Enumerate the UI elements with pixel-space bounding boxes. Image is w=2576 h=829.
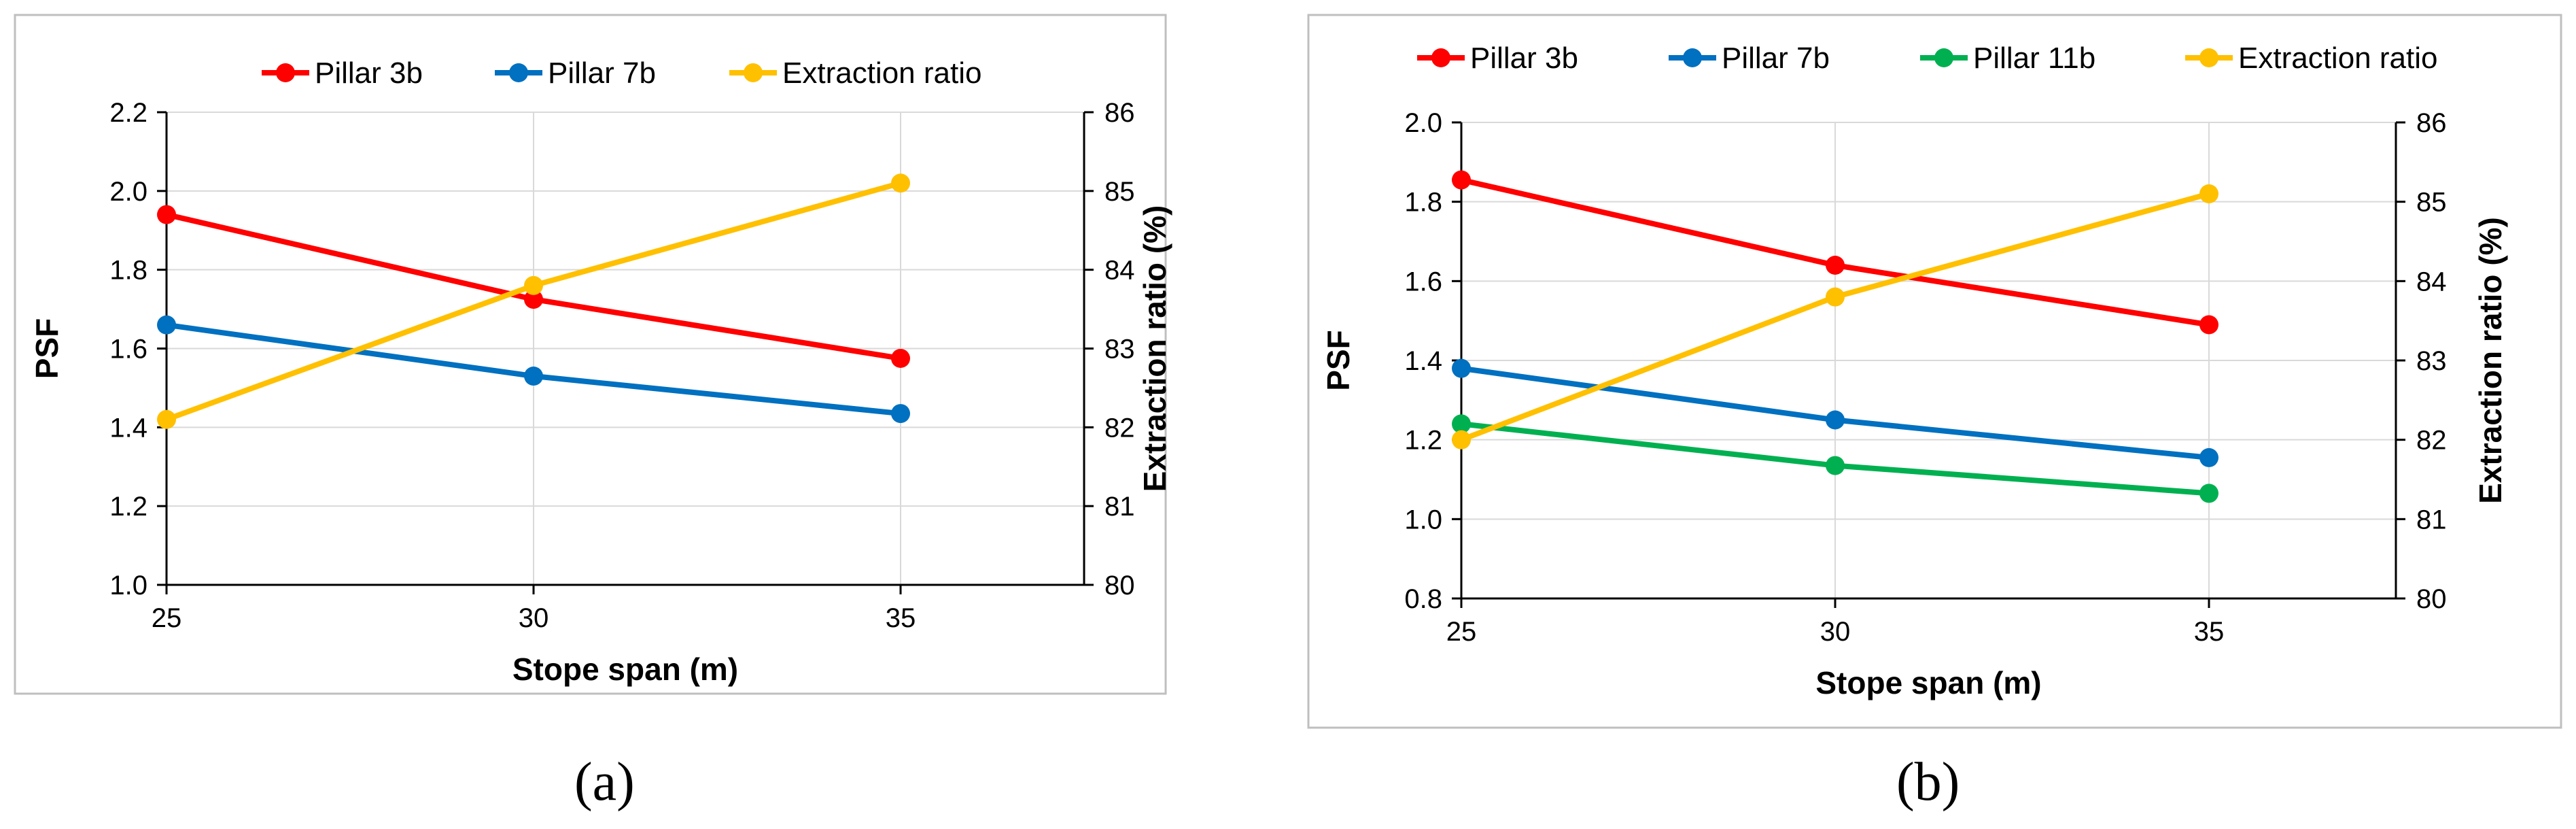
legend-marker-pillar-3b [1431,48,1450,67]
x-axis-title: Stope span (m) [512,652,738,687]
data-point-extraction-ratio [524,275,543,295]
legend-label-extraction-ratio: Extraction ratio [782,56,981,90]
data-point-pillar-7b [1452,358,1471,378]
data-point-extraction-ratio [891,173,910,193]
data-point-pillar-11b [1452,414,1471,434]
y-tick-label: 2.2 [109,98,147,128]
chart-frame-b [1307,14,2562,729]
y-axis-title: PSF [29,318,65,379]
y-tick-label: 1.2 [1404,426,1442,456]
data-point-pillar-7b [891,404,910,424]
data-point-pillar-3b [1452,170,1471,190]
caption-a: (a) [574,752,635,812]
legend-label-pillar-7b: Pillar 7b [1722,41,1830,75]
y-tick-label: 2.0 [109,177,147,207]
legend-label-pillar-3b: Pillar 3b [1470,41,1578,75]
y2-tick-label: 81 [1104,492,1135,522]
x-axis-title: Stope span (m) [1815,665,2041,700]
chart-frame-a [14,14,1167,695]
y2-tick-label: 83 [1104,335,1135,365]
y-tick-label: 1.6 [109,335,147,365]
y2-axis-title: Extraction ratio (%) [2473,217,2508,504]
data-point-pillar-7b [157,315,176,335]
legend-marker-pillar-7b [1683,48,1702,67]
y-tick-label: 1.4 [109,413,147,443]
legend-marker-extraction-ratio [2199,48,2218,67]
legend-label-extraction-ratio: Extraction ratio [2238,41,2437,75]
legend-marker-pillar-7b [509,63,528,82]
data-point-pillar-7b [524,367,543,386]
y2-tick-label: 85 [1104,177,1135,207]
legend-label-pillar-11b: Pillar 11b [1973,41,2095,75]
data-point-pillar-11b [2199,484,2218,503]
y2-tick-label: 86 [1104,98,1135,128]
y2-tick-label: 86 [2416,108,2447,138]
y2-tick-label: 82 [2416,426,2447,456]
data-point-extraction-ratio [157,409,176,429]
y-tick-label: 2.0 [1404,108,1442,138]
y-axis-title: PSF [1321,330,1356,390]
legend-marker-pillar-11b [1934,48,1953,67]
x-tick-label: 30 [519,603,549,633]
legend-label-pillar-7b: Pillar 7b [548,56,656,90]
data-point-extraction-ratio [2199,184,2218,203]
y2-tick-label: 80 [2416,584,2447,614]
y-tick-label: 1.6 [1404,267,1442,297]
x-tick-label: 35 [886,603,916,633]
y2-tick-label: 84 [1104,256,1135,286]
y-tick-label: 1.2 [109,492,147,522]
x-tick-label: 25 [1446,617,1477,647]
x-tick-label: 25 [152,603,182,633]
y2-tick-label: 81 [2416,505,2447,535]
legend-marker-pillar-3b [276,63,295,82]
data-point-pillar-7b [2199,447,2218,467]
y2-axis-title: Extraction ratio (%) [1137,205,1172,492]
y-tick-label: 0.8 [1404,584,1442,614]
y-tick-label: 1.4 [1404,346,1442,376]
data-point-pillar-3b [1826,256,1845,275]
y-tick-label: 1.8 [109,256,147,286]
y2-tick-label: 80 [1104,571,1135,600]
data-point-pillar-3b [157,205,176,224]
x-tick-label: 30 [1820,617,1851,647]
legend-marker-extraction-ratio [744,63,763,82]
y2-tick-label: 82 [1104,413,1135,443]
data-point-extraction-ratio [1452,430,1471,450]
legend-label-pillar-3b: Pillar 3b [315,56,423,90]
y2-tick-label: 85 [2416,188,2447,218]
data-point-pillar-3b [2199,315,2218,335]
caption-b: (b) [1896,752,1960,812]
y-tick-label: 1.0 [1404,505,1442,535]
y2-tick-label: 83 [2416,346,2447,376]
data-point-pillar-11b [1826,456,1845,475]
x-tick-label: 35 [2194,617,2225,647]
y-tick-label: 1.0 [109,571,147,600]
y2-tick-label: 84 [2416,267,2447,297]
data-point-extraction-ratio [1826,287,1845,307]
data-point-pillar-3b [891,348,910,368]
data-point-pillar-3b [524,290,543,309]
y-tick-label: 1.8 [1404,188,1442,218]
data-point-pillar-7b [1826,410,1845,430]
